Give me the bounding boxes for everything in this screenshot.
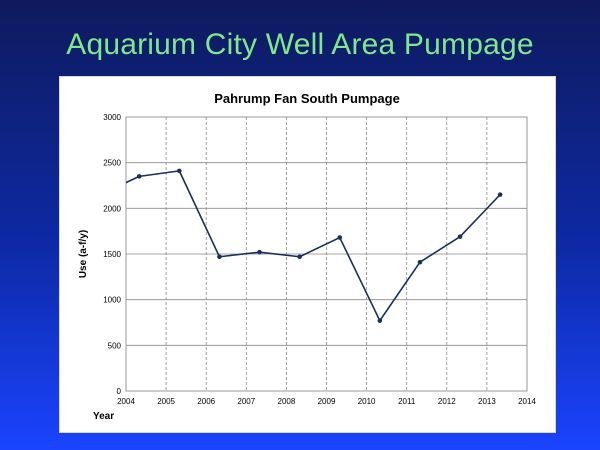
y-tick-label: 1000 <box>103 296 121 305</box>
data-point <box>377 318 383 323</box>
data-point <box>217 254 222 260</box>
data-point <box>257 249 262 255</box>
x-tick-label: 2009 <box>318 397 336 406</box>
x-tick-label: 2008 <box>278 397 296 406</box>
line-chart: 0 500 1000 1500 2000 2500 3000 2004 2005 2006 2007… <box>78 91 536 422</box>
x-tick-label: 2013 <box>478 397 496 406</box>
x-tick-label: 2014 <box>518 397 536 406</box>
x-tick-label: 2012 <box>438 397 456 406</box>
y-tick-label: 1500 <box>103 250 121 259</box>
slide-title: Aquarium City Well Area Pumpage <box>66 28 534 61</box>
y-tick-label: 3000 <box>103 113 121 122</box>
data-point <box>297 254 302 260</box>
data-point <box>136 174 142 179</box>
chart-panel: 0 500 1000 1500 2000 2500 3000 2004 2005 2006 2007… <box>59 76 556 433</box>
data-point <box>177 168 182 174</box>
x-tick-label: 2006 <box>197 397 215 406</box>
series-line <box>126 168 503 323</box>
x-tick-label: 2005 <box>157 397 175 406</box>
y-tick-label: 2000 <box>103 204 121 213</box>
data-point <box>337 235 343 240</box>
tick-labels: 0 500 1000 1500 2000 2500 3000 2004 2005 2006 2007… <box>103 113 536 406</box>
y-axis-title: Use (a-f/y) <box>78 230 89 278</box>
x-tick-label: 2010 <box>358 397 376 406</box>
y-tick-label: 500 <box>108 341 122 350</box>
x-axis-title: Year <box>93 411 114 422</box>
x-tick-label: 2004 <box>117 397 135 406</box>
data-point <box>457 234 463 239</box>
data-point <box>417 259 423 265</box>
y-tick-label: 2500 <box>103 159 121 168</box>
data-point <box>497 192 503 197</box>
x-tick-label: 2007 <box>237 397 255 406</box>
chart-title: Pahrump Fan South Pumpage <box>214 91 400 106</box>
y-tick-label: 0 <box>117 387 122 396</box>
x-tick-label: 2011 <box>398 397 416 406</box>
